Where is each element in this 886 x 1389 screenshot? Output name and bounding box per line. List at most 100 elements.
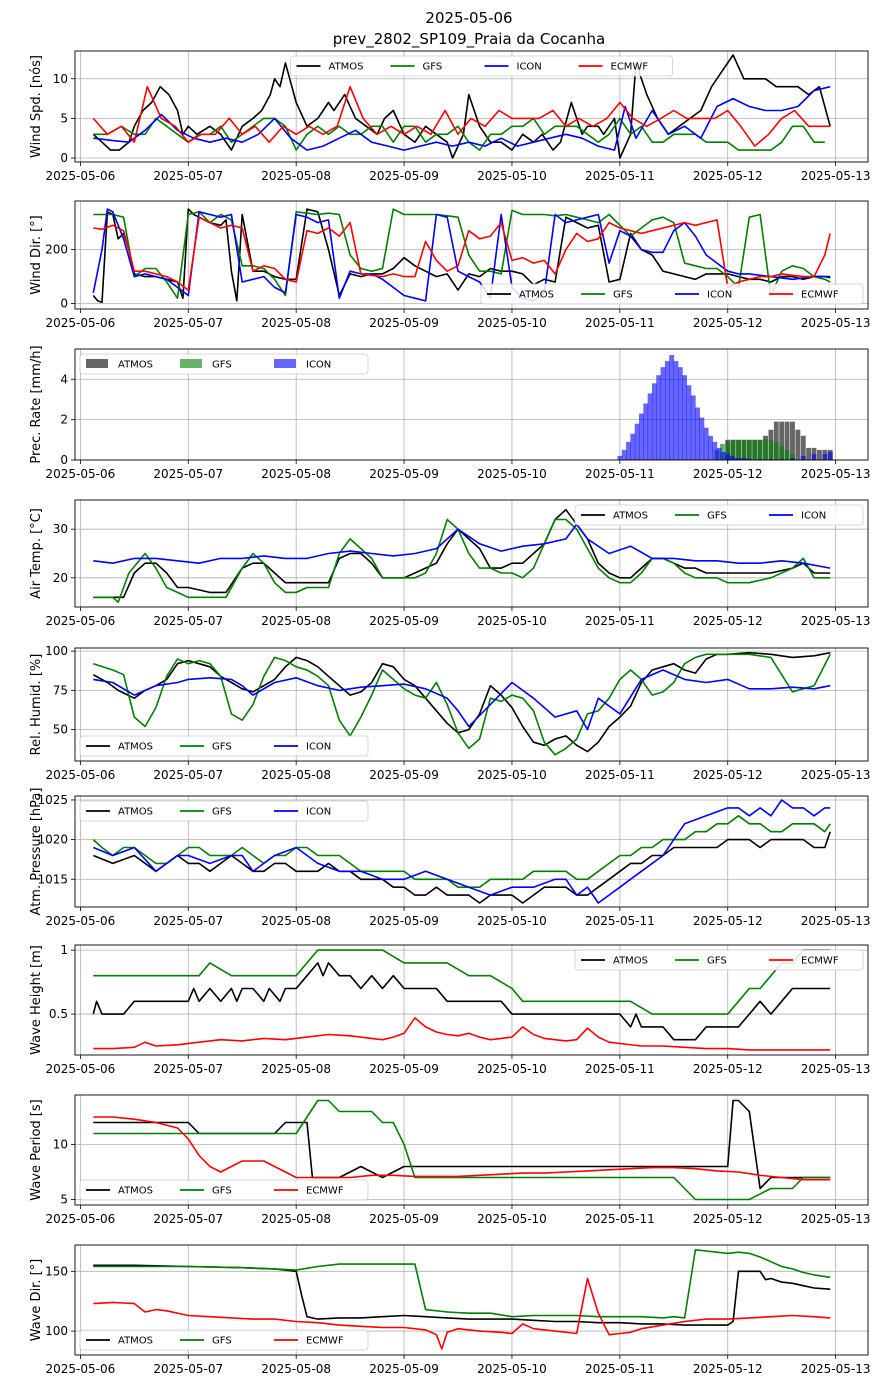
bar-icon <box>634 423 640 460</box>
bar-atmos <box>779 421 785 460</box>
legend-swatch-icon <box>274 359 296 368</box>
y-axis-label: Wind Dir. [°] <box>29 215 44 295</box>
series-line-atmos <box>92 962 831 1041</box>
legend-label-ecmwf: ECMWF <box>801 290 839 301</box>
bar-icon <box>630 433 636 460</box>
legend-swatch-atmos <box>86 359 108 368</box>
series-line-icon <box>92 208 831 302</box>
x-tick-label: 2025-05-06 <box>46 614 116 628</box>
series-line-gfs <box>93 117 825 151</box>
y-axis-label: Wave Dir. [°] <box>29 1259 44 1342</box>
x-tick-label: 2025-05-07 <box>153 316 223 330</box>
bar-icon <box>800 455 806 460</box>
y-tick-label: 20 <box>53 571 68 585</box>
y-axis-label: Air Temp. [°C] <box>29 508 44 599</box>
bar-gfs <box>763 439 768 460</box>
x-tick-label: 2025-05-08 <box>261 316 331 330</box>
y-tick-label: 1020 <box>37 833 68 847</box>
x-tick-label: 2025-05-12 <box>693 1062 763 1076</box>
x-tick-label: 2025-05-07 <box>153 1212 223 1226</box>
x-tick-label: 2025-05-12 <box>693 614 763 628</box>
legend-label-ecmwf: ECMWF <box>611 62 649 73</box>
legend-label-atmos: ATMOS <box>118 1336 153 1347</box>
bar-gfs <box>773 441 779 460</box>
bar-icon <box>733 457 739 460</box>
plot-area <box>92 208 831 304</box>
legend-frame <box>480 283 864 305</box>
y-tick-label: 0 <box>60 453 68 467</box>
x-tick-label: 2025-05-12 <box>693 467 763 481</box>
bar-atmos <box>800 435 806 460</box>
bar-icon <box>720 451 726 460</box>
y-axis-label: Wave Height [m] <box>29 945 44 1055</box>
legend-label-icon: ICON <box>306 807 331 818</box>
legend-label-gfs: GFS <box>212 807 232 818</box>
bar-icon <box>677 367 683 460</box>
series-line-atmos <box>92 651 831 753</box>
x-tick-label: 2025-05-12 <box>693 768 763 782</box>
panel-6: 0.5 1 2025-05-06 2025-05-07 2025-05-08 2025-0… <box>29 943 871 1076</box>
bar-icon <box>617 455 623 460</box>
bar-icon <box>811 453 817 460</box>
series-line-gfs <box>93 653 831 756</box>
axes-frame <box>74 1094 869 1206</box>
x-tick-label: 2025-05-08 <box>261 768 331 782</box>
x-tick-label: 2025-05-07 <box>153 914 223 928</box>
bar-icon <box>669 355 675 460</box>
x-tick-label: 2025-05-12 <box>693 169 763 183</box>
panel-7: 5 10 2025-05-06 2025-05-07 2025-05-08 2025-05… <box>29 1094 871 1226</box>
legend-label-atmos: ATMOS <box>118 360 153 371</box>
bar-icon <box>647 393 653 460</box>
legend-label-atmos: ATMOS <box>329 62 364 73</box>
series-line-gfs <box>93 949 831 1015</box>
x-tick-label: 2025-05-06 <box>46 768 116 782</box>
x-tick-label: 2025-05-13 <box>801 1362 871 1376</box>
x-tick-label: 2025-05-06 <box>46 914 116 928</box>
plot-area <box>92 949 831 1051</box>
x-tick-label: 2025-05-10 <box>477 1062 547 1076</box>
y-axis-label: Rel. Humid. [%] <box>29 654 44 756</box>
bar-gfs <box>730 439 736 460</box>
legend-label-ecmwf: ECMWF <box>306 1336 344 1347</box>
x-tick-label: 2025-05-09 <box>369 1062 439 1076</box>
x-tick-label: 2025-05-08 <box>261 614 331 628</box>
x-tick-label: 2025-05-10 <box>477 914 547 928</box>
legend-frame <box>79 800 369 822</box>
x-tick-label: 2025-05-08 <box>261 169 331 183</box>
bar-atmos <box>811 447 817 460</box>
panel-3: 20 30 2025-05-06 2025-05-07 2025-05-08 2025-0… <box>29 499 871 628</box>
series-line-gfs <box>93 518 831 603</box>
legend-label-atmos: ATMOS <box>118 1186 153 1197</box>
bar-icon <box>779 458 785 460</box>
y-tick-label: 200 <box>45 243 68 257</box>
panel-1: 0 200 2025-05-06 2025-05-07 2025-05-08 2025-0… <box>29 200 871 330</box>
x-tick-label: 2025-05-06 <box>46 467 116 481</box>
x-tick-label: 2025-05-10 <box>477 316 547 330</box>
x-tick-label: 2025-05-13 <box>801 467 871 481</box>
x-tick-label: 2025-05-07 <box>153 1362 223 1376</box>
y-tick-label: 0 <box>60 151 68 165</box>
legend-label-ecmwf: ECMWF <box>801 956 839 967</box>
axes-frame <box>74 200 869 310</box>
bar-gfs <box>768 439 774 460</box>
x-tick-label: 2025-05-09 <box>369 169 439 183</box>
axes-frame <box>74 348 869 461</box>
x-tick-label: 2025-05-06 <box>46 1212 116 1226</box>
x-tick-label: 2025-05-09 <box>369 467 439 481</box>
x-tick-label: 2025-05-12 <box>693 914 763 928</box>
plot-area <box>92 799 831 904</box>
y-tick-label: 5 <box>60 1193 68 1207</box>
bar-atmos <box>795 429 801 460</box>
panel-2: 0 2 4 2025-05-06 2025-05-07 2025-05-08 2025-05… <box>29 345 871 481</box>
x-tick-label: 2025-05-10 <box>477 614 547 628</box>
legend: ATMOS GFS ECMWF <box>79 1179 369 1201</box>
panel-4: 50 75 100 2025-05-06 2025-05-07 2025-05-08 202… <box>29 644 871 782</box>
legend-frame <box>574 949 864 971</box>
x-tick-label: 2025-05-10 <box>477 1212 547 1226</box>
legend-frame <box>79 1329 369 1351</box>
bar-icon <box>790 457 795 460</box>
bar-atmos <box>773 421 779 460</box>
bar-atmos <box>806 447 812 460</box>
x-tick-label: 2025-05-13 <box>801 1062 871 1076</box>
